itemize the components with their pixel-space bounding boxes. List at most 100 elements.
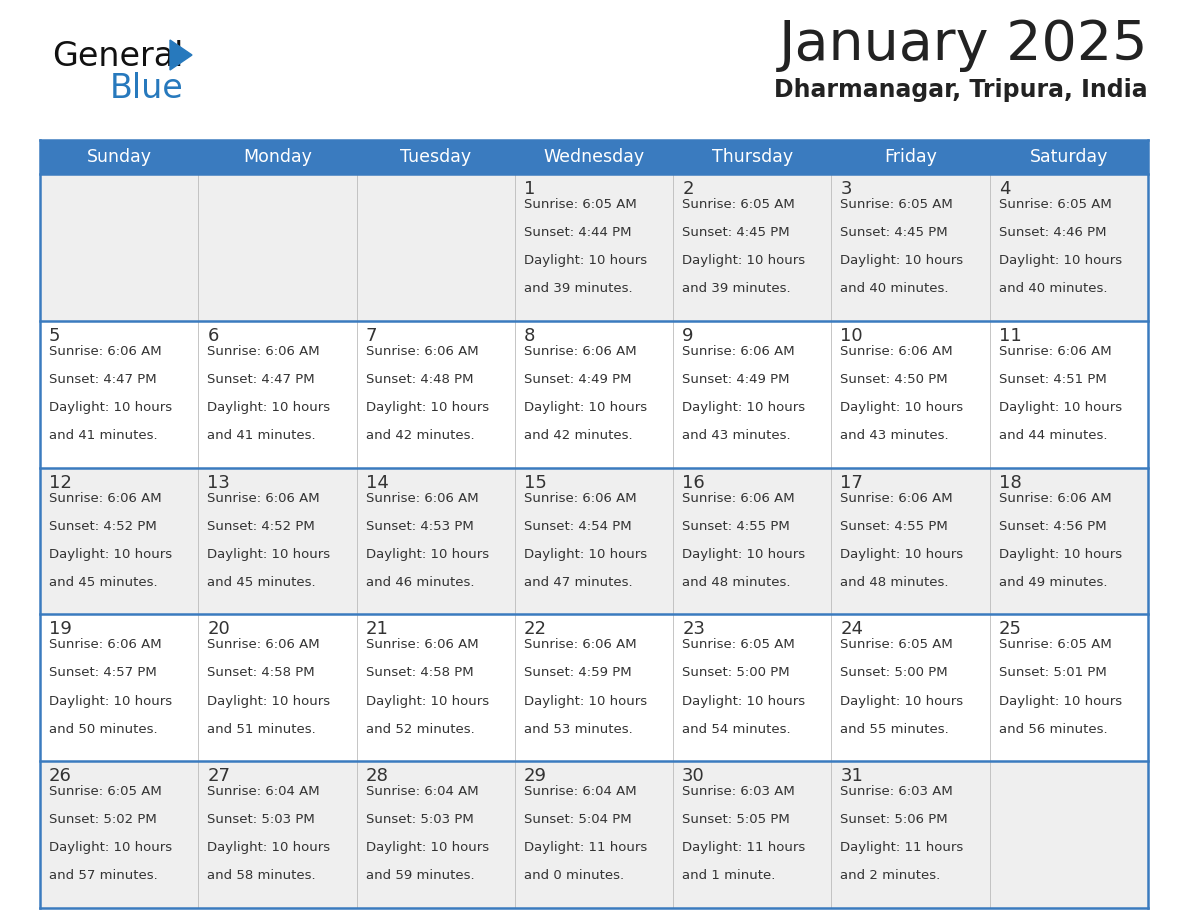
Text: Daylight: 11 hours: Daylight: 11 hours [840, 842, 963, 855]
Text: Sunset: 5:00 PM: Sunset: 5:00 PM [682, 666, 790, 679]
Text: 29: 29 [524, 767, 546, 785]
Bar [198, 614, 356, 761]
Text: Sunrise: 6:06 AM: Sunrise: 6:06 AM [49, 345, 162, 358]
Text: and 42 minutes.: and 42 minutes. [524, 429, 632, 442]
Text: 4: 4 [999, 180, 1010, 198]
Text: Sunset: 4:53 PM: Sunset: 4:53 PM [366, 520, 473, 532]
Text: and 51 minutes.: and 51 minutes. [207, 722, 316, 735]
Bar [990, 174, 1148, 320]
Text: 24: 24 [840, 621, 864, 638]
Text: and 56 minutes.: and 56 minutes. [999, 722, 1107, 735]
Text: Sunrise: 6:06 AM: Sunrise: 6:06 AM [366, 492, 479, 505]
Text: Sunset: 4:54 PM: Sunset: 4:54 PM [524, 520, 632, 532]
Text: Sunrise: 6:06 AM: Sunrise: 6:06 AM [682, 492, 795, 505]
Text: Wednesday: Wednesday [543, 148, 645, 166]
Bar [674, 174, 832, 320]
Bar [40, 174, 198, 320]
Text: and 48 minutes.: and 48 minutes. [840, 576, 949, 588]
Bar [356, 320, 514, 467]
Text: Sunrise: 6:04 AM: Sunrise: 6:04 AM [524, 785, 637, 798]
Text: Sunset: 4:58 PM: Sunset: 4:58 PM [366, 666, 473, 679]
Text: Sunset: 5:03 PM: Sunset: 5:03 PM [207, 813, 315, 826]
Text: and 41 minutes.: and 41 minutes. [49, 429, 158, 442]
Text: Sunrise: 6:06 AM: Sunrise: 6:06 AM [999, 492, 1111, 505]
Text: Sunset: 4:56 PM: Sunset: 4:56 PM [999, 520, 1106, 532]
Text: Daylight: 10 hours: Daylight: 10 hours [840, 695, 963, 708]
Text: and 58 minutes.: and 58 minutes. [207, 869, 316, 882]
Text: Daylight: 10 hours: Daylight: 10 hours [999, 548, 1121, 561]
Bar [832, 761, 990, 908]
Text: Daylight: 10 hours: Daylight: 10 hours [366, 842, 488, 855]
Text: Daylight: 10 hours: Daylight: 10 hours [49, 548, 172, 561]
Text: Daylight: 10 hours: Daylight: 10 hours [366, 548, 488, 561]
Text: 27: 27 [207, 767, 230, 785]
Text: Daylight: 10 hours: Daylight: 10 hours [49, 401, 172, 414]
Text: 22: 22 [524, 621, 546, 638]
Text: Sunset: 5:01 PM: Sunset: 5:01 PM [999, 666, 1106, 679]
Text: Daylight: 10 hours: Daylight: 10 hours [840, 401, 963, 414]
Text: Sunrise: 6:06 AM: Sunrise: 6:06 AM [999, 345, 1111, 358]
Text: Daylight: 10 hours: Daylight: 10 hours [366, 401, 488, 414]
Text: Sunrise: 6:06 AM: Sunrise: 6:06 AM [207, 638, 320, 652]
Text: Sunset: 4:45 PM: Sunset: 4:45 PM [682, 226, 790, 239]
Bar [514, 320, 674, 467]
Text: Daylight: 10 hours: Daylight: 10 hours [524, 401, 647, 414]
Text: Sunset: 4:48 PM: Sunset: 4:48 PM [366, 373, 473, 386]
Text: Daylight: 10 hours: Daylight: 10 hours [682, 548, 805, 561]
Text: and 53 minutes.: and 53 minutes. [524, 722, 632, 735]
Text: Daylight: 10 hours: Daylight: 10 hours [682, 695, 805, 708]
Text: and 59 minutes.: and 59 minutes. [366, 869, 474, 882]
Text: and 39 minutes.: and 39 minutes. [682, 282, 791, 296]
Bar [514, 614, 674, 761]
Bar [674, 614, 832, 761]
Text: 9: 9 [682, 327, 694, 345]
Text: Daylight: 10 hours: Daylight: 10 hours [207, 548, 330, 561]
Text: Daylight: 10 hours: Daylight: 10 hours [207, 695, 330, 708]
Text: 1: 1 [524, 180, 536, 198]
Text: Sunrise: 6:04 AM: Sunrise: 6:04 AM [366, 785, 479, 798]
Text: Sunrise: 6:05 AM: Sunrise: 6:05 AM [682, 638, 795, 652]
Text: and 52 minutes.: and 52 minutes. [366, 722, 474, 735]
Bar [198, 761, 356, 908]
Bar [40, 320, 198, 467]
Text: Daylight: 10 hours: Daylight: 10 hours [207, 842, 330, 855]
Text: Monday: Monday [244, 148, 312, 166]
Text: Sunset: 4:50 PM: Sunset: 4:50 PM [840, 373, 948, 386]
Text: Sunrise: 6:03 AM: Sunrise: 6:03 AM [840, 785, 953, 798]
Text: Daylight: 10 hours: Daylight: 10 hours [682, 401, 805, 414]
Text: and 45 minutes.: and 45 minutes. [49, 576, 158, 588]
Text: 31: 31 [840, 767, 864, 785]
Text: and 48 minutes.: and 48 minutes. [682, 576, 791, 588]
Text: and 49 minutes.: and 49 minutes. [999, 576, 1107, 588]
Bar [198, 174, 356, 320]
Bar [674, 467, 832, 614]
Text: Sunrise: 6:06 AM: Sunrise: 6:06 AM [840, 345, 953, 358]
Bar [832, 320, 990, 467]
Text: and 1 minute.: and 1 minute. [682, 869, 776, 882]
Text: and 43 minutes.: and 43 minutes. [840, 429, 949, 442]
Bar [198, 320, 356, 467]
Bar [198, 467, 356, 614]
Text: 30: 30 [682, 767, 704, 785]
Text: 26: 26 [49, 767, 72, 785]
Text: Sunset: 4:49 PM: Sunset: 4:49 PM [682, 373, 790, 386]
Bar [990, 761, 1148, 908]
Text: 12: 12 [49, 474, 72, 492]
Text: and 41 minutes.: and 41 minutes. [207, 429, 316, 442]
Bar [990, 614, 1148, 761]
Text: and 43 minutes.: and 43 minutes. [682, 429, 791, 442]
Text: and 45 minutes.: and 45 minutes. [207, 576, 316, 588]
Text: Sunset: 4:55 PM: Sunset: 4:55 PM [682, 520, 790, 532]
Text: Daylight: 10 hours: Daylight: 10 hours [999, 401, 1121, 414]
Text: Sunset: 4:44 PM: Sunset: 4:44 PM [524, 226, 631, 239]
Text: Daylight: 10 hours: Daylight: 10 hours [524, 695, 647, 708]
Text: Sunset: 4:47 PM: Sunset: 4:47 PM [207, 373, 315, 386]
Bar [356, 761, 514, 908]
Text: and 46 minutes.: and 46 minutes. [366, 576, 474, 588]
Text: Sunrise: 6:05 AM: Sunrise: 6:05 AM [840, 638, 953, 652]
Bar [356, 174, 514, 320]
Bar [674, 761, 832, 908]
Text: 11: 11 [999, 327, 1022, 345]
Polygon shape [170, 40, 192, 70]
Text: 23: 23 [682, 621, 706, 638]
